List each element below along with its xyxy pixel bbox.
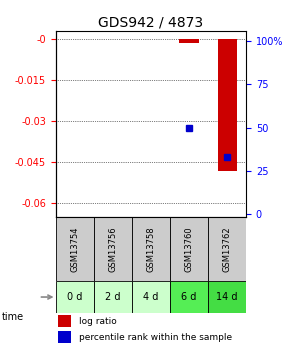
Text: time: time — [1, 312, 24, 322]
Bar — [56, 281, 94, 313]
Bar — [56, 217, 94, 281]
Text: 2 d: 2 d — [105, 292, 120, 302]
Bar — [170, 281, 208, 313]
Text: GSM13760: GSM13760 — [185, 226, 193, 272]
Bar — [170, 217, 208, 281]
Bar — [208, 217, 246, 281]
Bar — [132, 281, 170, 313]
Text: GSM13758: GSM13758 — [146, 226, 155, 272]
Bar — [57, 315, 71, 327]
Text: 4 d: 4 d — [143, 292, 159, 302]
Bar — [217, 39, 236, 170]
Text: GSM13754: GSM13754 — [70, 226, 79, 272]
Text: log ratio: log ratio — [79, 317, 116, 326]
Bar — [94, 217, 132, 281]
Text: 6 d: 6 d — [181, 292, 197, 302]
Bar — [132, 217, 170, 281]
Bar — [179, 39, 198, 43]
Bar — [94, 281, 132, 313]
Text: GSM13756: GSM13756 — [108, 226, 117, 272]
Text: 0 d: 0 d — [67, 292, 82, 302]
Text: 14 d: 14 d — [216, 292, 238, 302]
Text: percentile rank within the sample: percentile rank within the sample — [79, 333, 232, 342]
Bar — [57, 331, 71, 343]
Title: GDS942 / 4873: GDS942 / 4873 — [98, 16, 203, 30]
Text: GSM13762: GSM13762 — [223, 226, 231, 272]
Bar — [208, 281, 246, 313]
